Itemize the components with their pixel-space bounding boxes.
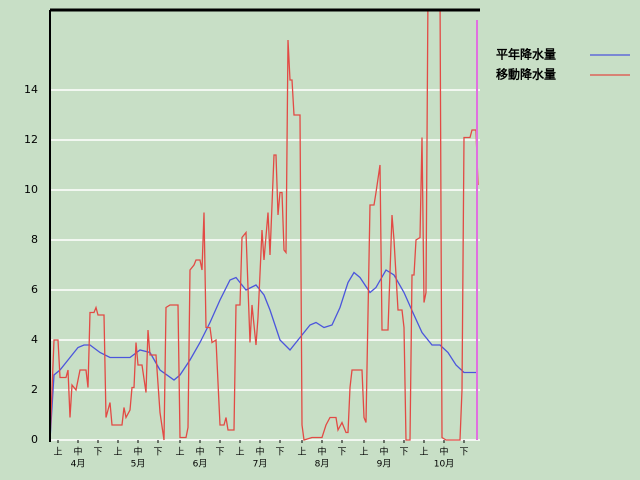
x-tick-label: 下 <box>459 448 468 458</box>
x-tick-label: 下 <box>399 448 408 458</box>
x-tick-label: 下 <box>93 448 102 458</box>
x-tick-label: 中 <box>317 446 326 458</box>
x-tick-label: 下 <box>153 448 162 458</box>
y-tick-label: 10 <box>24 183 38 196</box>
y-tick-label: 12 <box>24 133 38 146</box>
x-tick-label: 上 <box>53 447 62 458</box>
y-tick-label: 4 <box>31 333 38 346</box>
x-tick-label: 中 <box>195 446 204 458</box>
month-label: 10月 <box>434 459 454 470</box>
legend-label: 移動降水量 <box>496 67 556 82</box>
month-label: 6月 <box>193 459 208 470</box>
labels: 02468101214上中下上中下上中下上中下上中下上中下上中下4月 5月 6月 7月… <box>24 47 630 470</box>
month-label: 5月 <box>131 459 146 470</box>
x-tick-label: 上 <box>113 447 122 458</box>
y-tick-label: 6 <box>31 283 38 296</box>
y-tick-label: 8 <box>31 233 38 246</box>
x-tick-label: 上 <box>297 447 306 458</box>
series-line <box>50 10 479 441</box>
x-tick-label: 上 <box>175 447 184 458</box>
y-tick-label: 0 <box>31 433 38 446</box>
month-label: 9月 <box>377 459 392 470</box>
x-tick-label: 中 <box>439 446 448 458</box>
x-tick-label: 中 <box>133 446 142 458</box>
x-tick-label: 中 <box>73 446 82 458</box>
x-tick-label: 下 <box>215 448 224 458</box>
x-tick-label: 上 <box>235 447 244 458</box>
series-line <box>50 269 478 441</box>
month-label: 7月 <box>253 459 268 470</box>
x-tick-label: 中 <box>379 446 388 458</box>
x-tick-label: 上 <box>419 447 428 458</box>
month-label: 4月 <box>71 459 86 470</box>
grid <box>50 89 480 441</box>
month-label: 8月 <box>315 459 330 470</box>
y-tick-label: 14 <box>24 83 38 96</box>
plot <box>50 10 479 441</box>
x-tick-label: 下 <box>337 448 346 458</box>
x-tick-label: 下 <box>275 448 284 458</box>
x-tick-label: 中 <box>255 446 264 458</box>
legend-label: 平年降水量 <box>496 47 556 62</box>
x-tick-label: 上 <box>359 447 368 458</box>
y-tick-label: 2 <box>31 383 38 396</box>
